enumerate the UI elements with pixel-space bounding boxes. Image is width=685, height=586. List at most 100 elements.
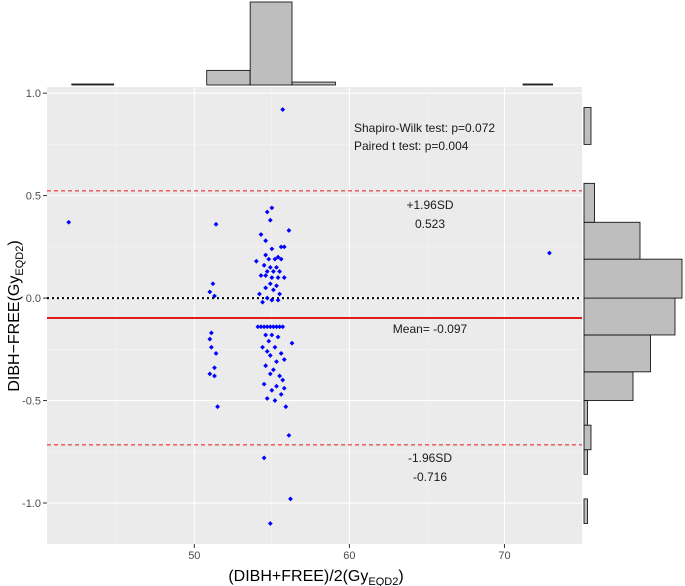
data-point <box>255 324 261 330</box>
data-point <box>263 273 269 278</box>
data-point <box>271 367 276 373</box>
paired-annotation: Paired t test: p=0.004 <box>354 139 469 153</box>
x-tick-label: 60 <box>343 550 355 562</box>
data-point <box>280 107 286 112</box>
data-point <box>277 324 283 330</box>
right-histogram-bar <box>583 107 592 145</box>
data-point <box>208 344 214 350</box>
data-point <box>264 324 270 330</box>
data-point <box>266 338 272 344</box>
data-point <box>272 398 278 403</box>
data-point <box>267 217 273 223</box>
right-histogram-bar <box>583 297 676 336</box>
data-point <box>267 371 273 377</box>
data-point <box>264 269 270 274</box>
data-point <box>278 391 284 397</box>
data-point <box>281 244 287 250</box>
data-point <box>275 334 281 340</box>
data-points <box>66 107 552 526</box>
y-tick-label: 0.0 <box>26 293 41 305</box>
data-point <box>261 324 267 330</box>
data-point <box>264 396 270 401</box>
data-point <box>263 238 269 244</box>
data-point <box>272 256 278 262</box>
data-point <box>215 404 220 410</box>
data-point <box>269 205 275 211</box>
data-point <box>258 324 264 330</box>
data-point <box>274 264 279 270</box>
reference-lines <box>47 190 582 446</box>
data-point <box>281 385 287 391</box>
right-histogram <box>583 107 683 524</box>
x-tick-label: 50 <box>188 550 200 562</box>
top-histogram-bar <box>291 81 336 86</box>
data-point <box>277 373 283 379</box>
data-point <box>207 371 213 377</box>
data-point <box>277 269 283 274</box>
right-histogram-bar <box>583 182 595 223</box>
y-tick-label: 0.5 <box>26 191 41 203</box>
data-point <box>272 344 278 350</box>
data-point <box>207 289 213 295</box>
data-point <box>267 353 273 358</box>
data-point <box>269 275 275 280</box>
data-point <box>260 344 265 350</box>
right-histogram-bar <box>583 400 588 426</box>
data-point <box>261 455 267 461</box>
data-point <box>266 256 272 262</box>
data-point <box>66 219 72 225</box>
data-point <box>263 332 269 338</box>
right-histogram-bar <box>583 334 651 373</box>
right-histogram-bar <box>583 424 592 451</box>
x-tick-label: 70 <box>498 550 510 562</box>
y-tick-label: 1.0 <box>26 88 41 100</box>
data-point <box>212 365 217 371</box>
data-point <box>261 381 267 387</box>
data-point <box>269 246 275 252</box>
data-point <box>261 262 267 268</box>
data-point <box>258 232 264 237</box>
upper-loa-label: +1.96SD <box>406 198 453 212</box>
right-histogram-bar <box>583 498 588 524</box>
data-point <box>278 256 284 262</box>
y-tick-label: -0.5 <box>22 396 41 408</box>
data-point <box>271 269 276 274</box>
data-point <box>257 291 262 297</box>
data-point <box>264 295 270 301</box>
data-point <box>277 291 283 297</box>
data-point <box>267 521 273 526</box>
data-point <box>278 351 284 356</box>
data-point <box>271 324 276 330</box>
data-point <box>267 281 273 287</box>
data-point <box>263 285 269 291</box>
top-histogram <box>71 1 553 86</box>
x-axis-title: (DIBH+FREE)/2(GyEQD2) <box>228 568 403 586</box>
data-point <box>213 351 219 356</box>
data-point <box>286 228 292 233</box>
data-point <box>281 275 287 280</box>
data-point <box>267 324 273 330</box>
data-point <box>263 363 269 369</box>
right-histogram-bar <box>583 371 634 401</box>
right-histogram-bar <box>583 258 683 299</box>
data-point <box>208 330 214 336</box>
data-point <box>283 404 289 410</box>
data-point <box>207 336 213 342</box>
axis-ticks: 50 60 70 -1.0 -0.5 0.0 0.5 1.0 <box>22 88 511 562</box>
data-point <box>260 299 265 305</box>
data-point <box>286 432 292 438</box>
data-point <box>253 258 259 264</box>
data-point <box>269 332 275 338</box>
right-histogram-bar <box>583 449 588 475</box>
data-point <box>275 254 281 260</box>
upper-loa-value: 0.523 <box>415 217 445 231</box>
data-point <box>263 252 269 258</box>
data-point <box>264 209 270 215</box>
data-point <box>210 281 216 287</box>
data-point <box>269 387 275 393</box>
data-point <box>275 275 281 280</box>
data-point <box>547 250 552 256</box>
data-point <box>213 221 219 227</box>
shapiro-annotation: Shapiro-Wilk test: p=0.072 <box>354 121 495 135</box>
